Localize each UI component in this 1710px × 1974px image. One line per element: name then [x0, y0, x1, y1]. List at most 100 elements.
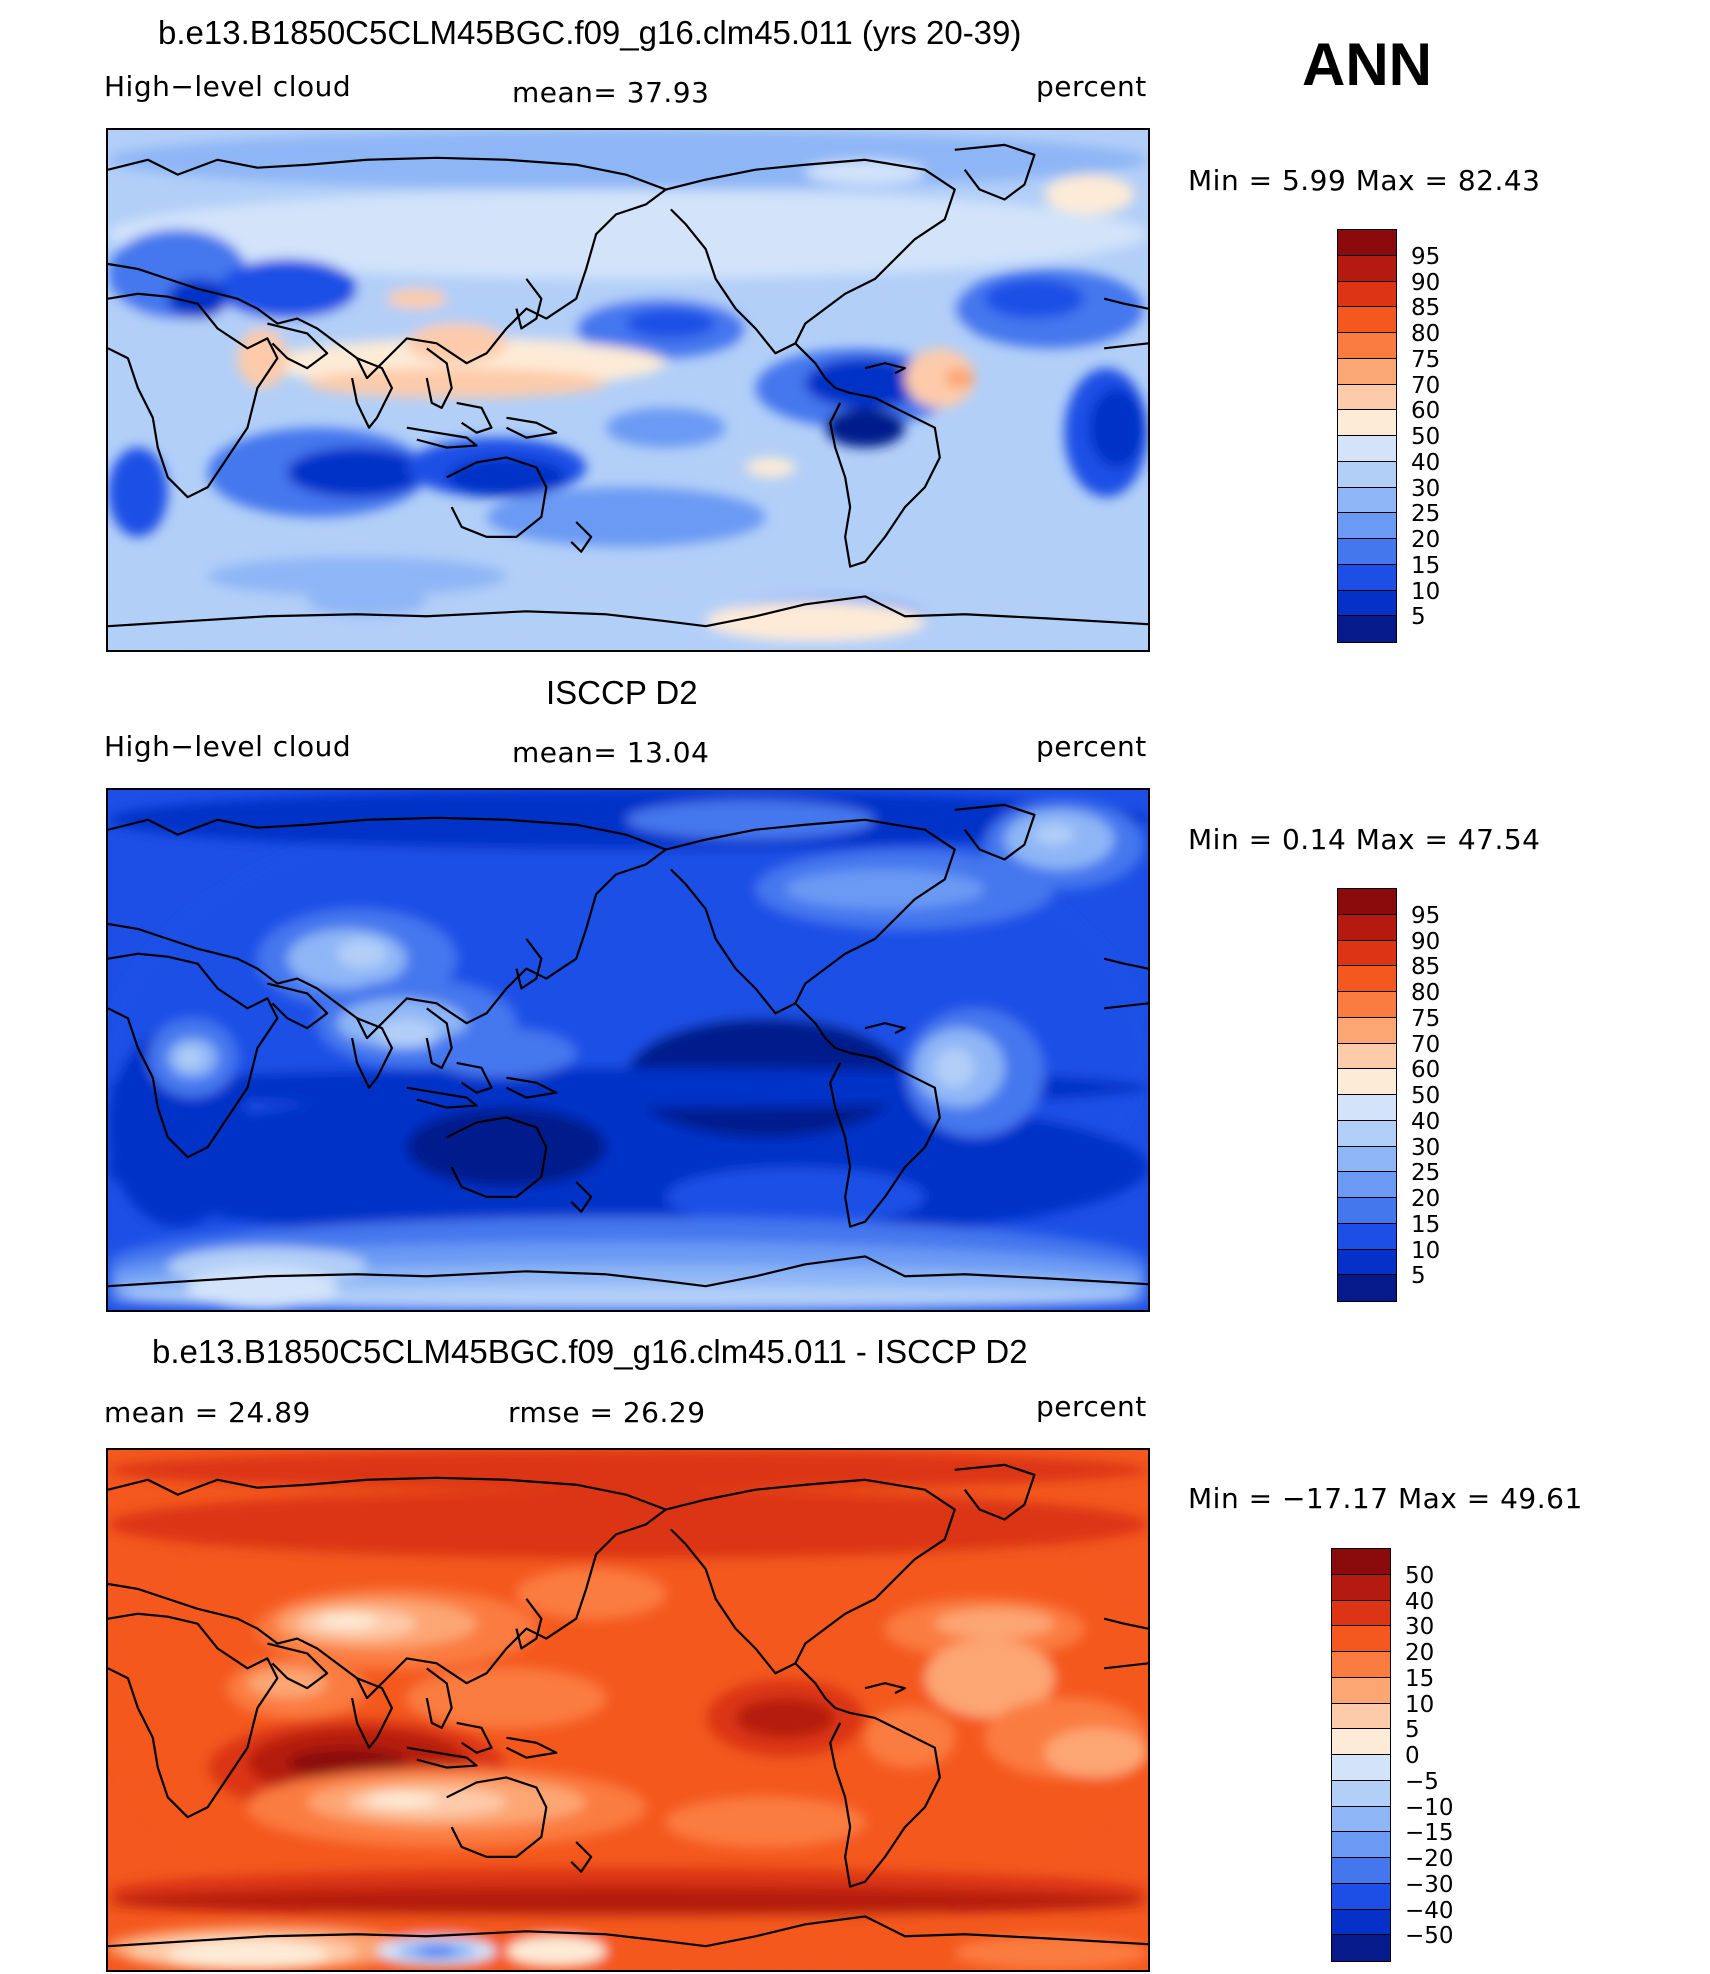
- colorbar-swatch: [1338, 966, 1396, 992]
- coastline-segment: [570, 1841, 593, 1873]
- contour-region: [108, 1067, 1148, 1108]
- contour-region: [287, 447, 427, 498]
- coastline-segment: [665, 1478, 956, 1675]
- contour-region: [237, 328, 288, 389]
- colorbar-tick-label: 20: [1411, 527, 1441, 553]
- coastline-segment: [954, 803, 1036, 861]
- coastline-segment: [350, 357, 394, 429]
- colorbar-tick-label: 15: [1405, 1665, 1435, 1692]
- coastline-segment: [108, 1476, 667, 1700]
- colorbar-tick-label: 30: [1411, 1134, 1441, 1161]
- contour-region: [805, 358, 925, 408]
- contour-region: [337, 938, 387, 969]
- contour-region: [207, 556, 507, 597]
- colorbar-tick-label: 40: [1411, 449, 1441, 476]
- coastline-segment: [446, 1116, 548, 1198]
- colorbar-tick-label: 25: [1411, 1160, 1441, 1187]
- colorbar-swatch: [1332, 1780, 1390, 1807]
- contour-region: [934, 1048, 975, 1088]
- coastline-segment: [406, 426, 478, 449]
- colorbar-swatch: [1338, 307, 1396, 333]
- colorbar-swatch: [1332, 1652, 1390, 1678]
- coastline-segment: [864, 362, 907, 375]
- contour-region: [167, 278, 228, 319]
- coastlines: [108, 803, 1148, 1288]
- panel-diff-mean-label: mean = 24.89: [104, 1396, 311, 1429]
- panel-model-colorbar: [1337, 229, 1397, 643]
- colorbar-swatch: [1338, 889, 1396, 915]
- contour-region: [446, 457, 567, 498]
- coastline-segment: [515, 938, 543, 990]
- coastline-segment: [1104, 1662, 1148, 1670]
- colorbar-tick-label: −20: [1405, 1846, 1454, 1872]
- contour-region: [177, 1048, 203, 1068]
- colorbar-swatch: [1338, 539, 1396, 565]
- colorbar-swatch: [1338, 940, 1396, 967]
- contour-region: [606, 407, 726, 448]
- colorbar-swatch: [1332, 1755, 1390, 1781]
- colorbar-tick-label: 5: [1411, 604, 1426, 631]
- contour-region: [247, 1668, 328, 1699]
- contour-region: [1044, 174, 1135, 215]
- coastline-segment: [1104, 1002, 1148, 1010]
- contour-region: [376, 1018, 437, 1049]
- colorbar-swatch: [1338, 1017, 1396, 1044]
- colorbar-tick-label: 5: [1405, 1717, 1420, 1744]
- colorbar-tick-label: 50: [1411, 1083, 1441, 1109]
- contour-region: [108, 1286, 1148, 1310]
- contour-region: [367, 1792, 437, 1808]
- contour-region: [187, 1266, 338, 1310]
- colorbar-swatch: [1338, 513, 1396, 539]
- colorbar-swatch: [1338, 281, 1396, 308]
- colorbar-tick-label: 20: [1405, 1640, 1435, 1666]
- colorbar-tick-label: −5: [1405, 1768, 1439, 1795]
- colorbar-tick-label: 60: [1411, 1057, 1441, 1084]
- colorbar-tick-label: −40: [1405, 1897, 1454, 1924]
- contour-region: [785, 869, 985, 910]
- coastline-segment: [665, 818, 956, 1015]
- coastline-segment: [864, 1682, 907, 1695]
- panel-obs-title: ISCCP D2: [546, 674, 698, 711]
- coastline-segment: [505, 1736, 558, 1759]
- coastline-segment: [108, 1612, 279, 1819]
- colorbar-swatch: [1338, 616, 1396, 642]
- coastline-segment: [515, 1598, 543, 1650]
- colorbar-tick-label: 85: [1411, 954, 1441, 981]
- contour-region: [108, 130, 1148, 190]
- contour-region: [665, 1167, 925, 1227]
- contour-region: [516, 1569, 666, 1619]
- coastline-segment: [425, 1007, 453, 1069]
- colorbar-tick-label: 40: [1411, 1108, 1441, 1135]
- colorbar-swatch: [1338, 436, 1396, 462]
- coastline-segment: [446, 1776, 548, 1858]
- panel-diff-min-max: Min = −17.17 Max = 49.61: [1188, 1482, 1583, 1515]
- contour-region: [865, 1708, 955, 1768]
- coastline-segment: [267, 982, 329, 1030]
- colorbar-tick-label: 80: [1411, 321, 1441, 347]
- contour-region: [317, 1613, 377, 1629]
- panel-model-mean-label: mean= 37.93: [512, 76, 710, 109]
- coastline-segment: [864, 1022, 907, 1035]
- coastline-segment: [794, 342, 851, 395]
- panel-model-title: b.e13.B1850C5CLM45BGC.f09_g16.clm45.011 …: [158, 14, 1022, 51]
- coastline-segment: [665, 158, 956, 355]
- panel-obs-variable-label: High−level cloud: [104, 730, 352, 763]
- colorbar-swatch: [1338, 1146, 1396, 1173]
- colorbar-tick-label: −15: [1405, 1820, 1454, 1847]
- contour-region: [486, 487, 766, 547]
- colorbar-tick-label: 10: [1411, 578, 1441, 605]
- colorbar-swatch: [1338, 384, 1396, 411]
- colorbar-swatch: [1338, 358, 1396, 385]
- season-label: ANN: [1302, 31, 1432, 98]
- contour-region: [108, 1489, 1148, 1560]
- colorbar-tick-label: 30: [1411, 475, 1441, 502]
- panel-diff-title: b.e13.B1850C5CLM45BGC.f09_g16.clm45.011 …: [152, 1333, 1028, 1370]
- colorbar-swatch: [1338, 1043, 1396, 1070]
- colorbar-tick-label: 70: [1411, 1031, 1441, 1058]
- colorbar-swatch: [1332, 1600, 1390, 1627]
- coastline-segment: [1103, 1617, 1148, 1630]
- coastline-segment: [829, 1711, 941, 1888]
- contour-region: [944, 368, 975, 389]
- colorbar-swatch: [1338, 1198, 1396, 1224]
- contour-region: [984, 278, 1085, 319]
